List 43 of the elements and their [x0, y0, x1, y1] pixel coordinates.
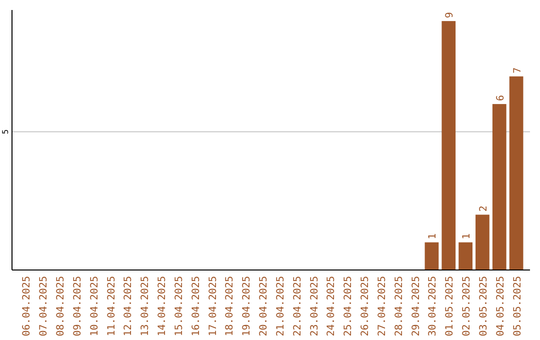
x-tick-label: 06.04.2025 [22, 276, 33, 336]
x-tick-label: 21.04.2025 [275, 276, 286, 336]
bar [509, 76, 524, 270]
data-label: 1 [428, 233, 439, 240]
bar [476, 214, 490, 270]
x-tick-label: 29.04.2025 [410, 276, 422, 336]
data-label: 6 [495, 95, 506, 102]
x-tick-label: 02.05.2025 [462, 276, 473, 336]
data-label: 2 [478, 206, 490, 212]
x-tick-label: 08.04.2025 [56, 276, 67, 336]
x-tick-label: 12.04.2025 [123, 276, 134, 336]
x-tick-label: 04.05.2025 [495, 276, 506, 336]
x-tick-label: 14.04.2025 [157, 276, 168, 336]
data-label: 7 [512, 67, 524, 74]
bar [458, 242, 472, 270]
x-tick-label: 09.04.2025 [72, 276, 84, 336]
x-tick-label: 26.04.2025 [360, 276, 372, 336]
x-tick-label: 22.04.2025 [292, 276, 304, 336]
x-tick-label: 07.04.2025 [38, 276, 50, 336]
x-tick-label: 13.04.2025 [140, 276, 152, 336]
x-tick-label: 20.04.2025 [258, 276, 270, 336]
data-label: 1 [462, 233, 473, 240]
x-tick-label: 03.05.2025 [478, 276, 490, 336]
x-tick-label: 01.05.2025 [444, 276, 456, 336]
x-tick-label: 05.05.2025 [512, 276, 524, 336]
bar [442, 21, 456, 270]
x-tick-label: 16.04.2025 [190, 276, 202, 336]
x-tick-label: 19.04.2025 [242, 276, 253, 336]
x-tick-label: 18.04.2025 [224, 276, 236, 336]
x-tick-label: 23.04.2025 [309, 276, 320, 336]
x-tick-label: 30.04.2025 [428, 276, 439, 336]
y-tick-label: 5 [1, 129, 10, 134]
data-label: 9 [444, 12, 456, 18]
x-tick-label: 11.04.2025 [106, 276, 118, 336]
x-tick-label: 25.04.2025 [343, 276, 354, 336]
x-tick-label: 28.04.2025 [394, 276, 405, 336]
x-tick-label: 10.04.2025 [89, 276, 100, 336]
bar [492, 104, 506, 270]
bar [424, 242, 439, 270]
x-tick-label: 15.04.2025 [174, 276, 185, 336]
x-tick-label: 27.04.2025 [376, 276, 388, 336]
x-tick-label: 17.04.2025 [208, 276, 219, 336]
x-tick-label: 24.04.2025 [326, 276, 338, 336]
